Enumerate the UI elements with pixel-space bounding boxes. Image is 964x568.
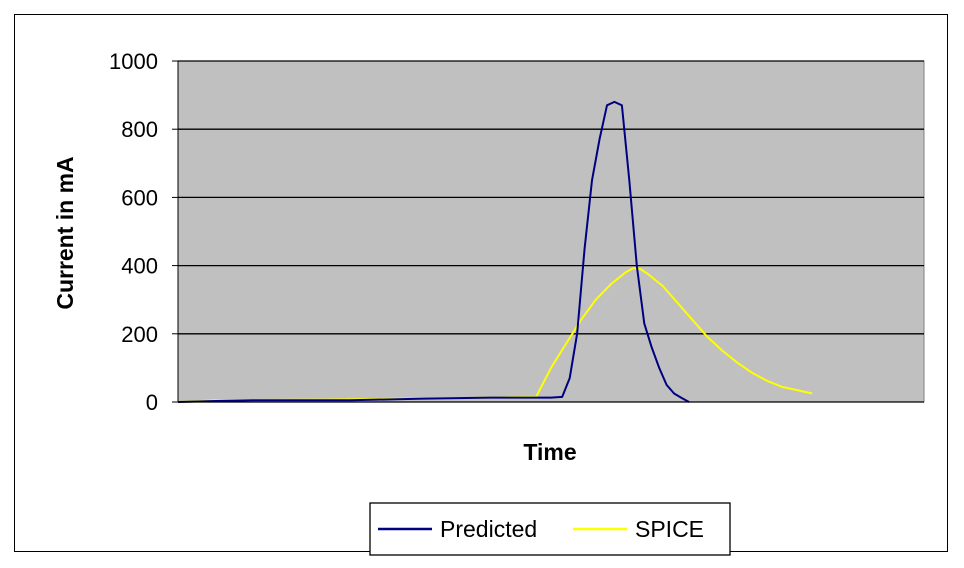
y-axis-ticks: 0 200 400 600 800 1000 <box>109 49 924 415</box>
y-tick-label: 200 <box>121 322 158 347</box>
y-tick-label: 1000 <box>109 49 158 74</box>
plot-area <box>177 60 925 403</box>
plot-background <box>177 60 925 403</box>
y-tick-label: 800 <box>121 117 158 142</box>
x-axis-title: Time <box>523 439 576 465</box>
series-line-predicted <box>177 100 690 403</box>
y-tick-label: 400 <box>121 254 158 279</box>
legend: Predicted SPICE <box>369 502 731 556</box>
series-layer <box>177 100 813 403</box>
gridlines <box>178 60 924 335</box>
legend-label-predicted: Predicted <box>440 516 537 542</box>
legend-label-spice: SPICE <box>635 516 704 542</box>
y-axis-title: Current in mA <box>52 156 78 309</box>
y-tick-label: 600 <box>121 185 158 210</box>
y-tick-label: 0 <box>146 390 158 415</box>
